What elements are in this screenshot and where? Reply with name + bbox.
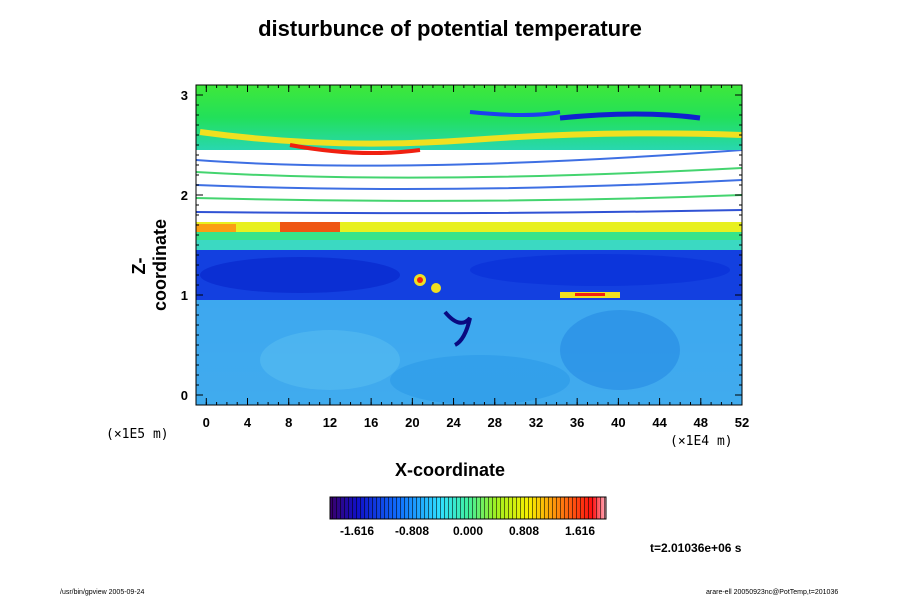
x-tick-label: 52 [735, 415, 749, 430]
y-tick-label: 1 [181, 288, 188, 303]
colorbar-tick-label: -0.808 [395, 524, 429, 538]
footer-source: arare-ell 20050923nc@PotTemp,t=201036 [706, 589, 839, 596]
y-tick-label: 2 [181, 188, 188, 203]
x-axis-scale: (×1E4 m) [670, 434, 733, 449]
x-tick-label: 28 [488, 415, 502, 430]
time-label: t=2.01036e+06 s [650, 541, 742, 555]
x-tick-label: 0 [203, 415, 210, 430]
y-ticks: 0 1 2 3 [181, 88, 742, 403]
footer-command: /usr/bin/gpview 2005-09-24 [60, 589, 145, 596]
x-tick-label: 36 [570, 415, 584, 430]
x-tick-label: 4 [244, 415, 252, 430]
x-tick-label: 12 [323, 415, 337, 430]
x-tick-label: 24 [446, 415, 461, 430]
colorbar-tick-label: -1.616 [340, 524, 374, 538]
y-tick-label: 3 [181, 88, 188, 103]
colorbar-ticks: -1.616 -0.808 0.000 0.808 1.616 [340, 524, 595, 538]
colorbar-tick-label: 0.808 [509, 524, 539, 538]
y-axis-scale: (×1E5 m) [106, 427, 169, 442]
x-tick-label: 16 [364, 415, 378, 430]
x-ticks: 0 4 8 12 16 20 24 28 32 36 40 44 48 52 [195, 85, 749, 430]
x-axis-label: X-coordinate [394, 460, 505, 480]
x-tick-label: 20 [405, 415, 419, 430]
x-tick-label: 48 [694, 415, 708, 430]
colorbar-tick-label: 1.616 [565, 524, 595, 538]
x-tick-label: 8 [285, 415, 292, 430]
colorbar-tick-label: 0.000 [453, 524, 483, 538]
chart-title: disturbunce of potential temperature [258, 16, 642, 41]
field-image [196, 85, 742, 405]
y-tick-label: 0 [181, 388, 188, 403]
x-tick-label: 32 [529, 415, 543, 430]
x-tick-label: 44 [652, 415, 667, 430]
x-tick-label: 40 [611, 415, 625, 430]
